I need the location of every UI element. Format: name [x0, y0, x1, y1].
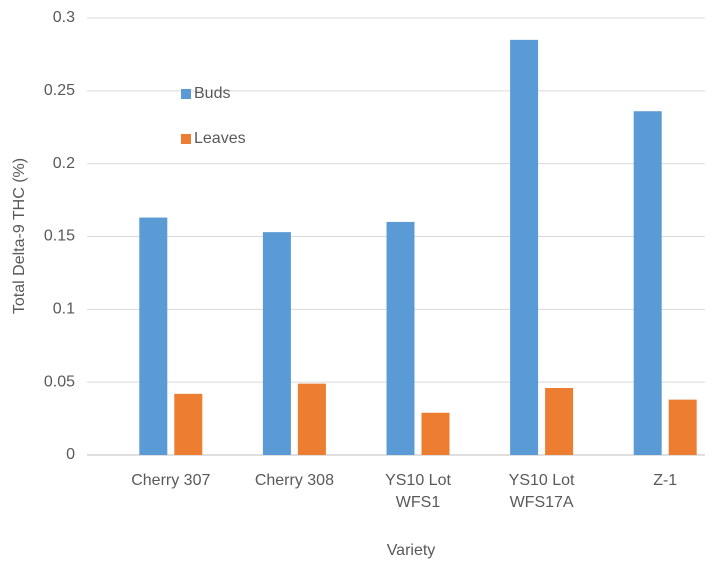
- bar: [262, 232, 291, 455]
- legend-label: Leaves: [194, 130, 246, 147]
- bar: [174, 393, 203, 455]
- y-tick-label: 0.1: [53, 301, 75, 318]
- y-tick-label: 0.3: [53, 9, 75, 26]
- y-tick-label: 0: [66, 446, 75, 463]
- x-tick-label: YS10 Lot WFS17A: [508, 472, 575, 511]
- x-tick-label: YS10 Lot WFS1: [385, 472, 451, 511]
- bar: [668, 399, 697, 455]
- bar: [297, 383, 326, 455]
- y-tick-label: 0.2: [53, 155, 75, 172]
- bar: [139, 217, 168, 455]
- x-tick-label: Cherry 308: [254, 472, 334, 489]
- bar: [386, 221, 415, 455]
- y-tick-label: 0.15: [44, 228, 75, 245]
- bar: [633, 111, 662, 455]
- x-axis-title: Variety: [387, 542, 436, 559]
- legend-swatch: [181, 89, 191, 99]
- bar: [510, 39, 539, 455]
- x-tick-label: Z-1: [653, 472, 678, 489]
- y-axis-title: Total Delta-9 THC (%): [11, 158, 28, 314]
- bar: [545, 387, 574, 455]
- legend-label: Buds: [194, 85, 230, 102]
- y-tick-label: 0.25: [44, 82, 75, 99]
- legend-swatch: [181, 134, 191, 144]
- x-tick-label: Cherry 307: [131, 472, 211, 489]
- bar: [421, 412, 450, 455]
- y-tick-label: 0.05: [44, 373, 75, 390]
